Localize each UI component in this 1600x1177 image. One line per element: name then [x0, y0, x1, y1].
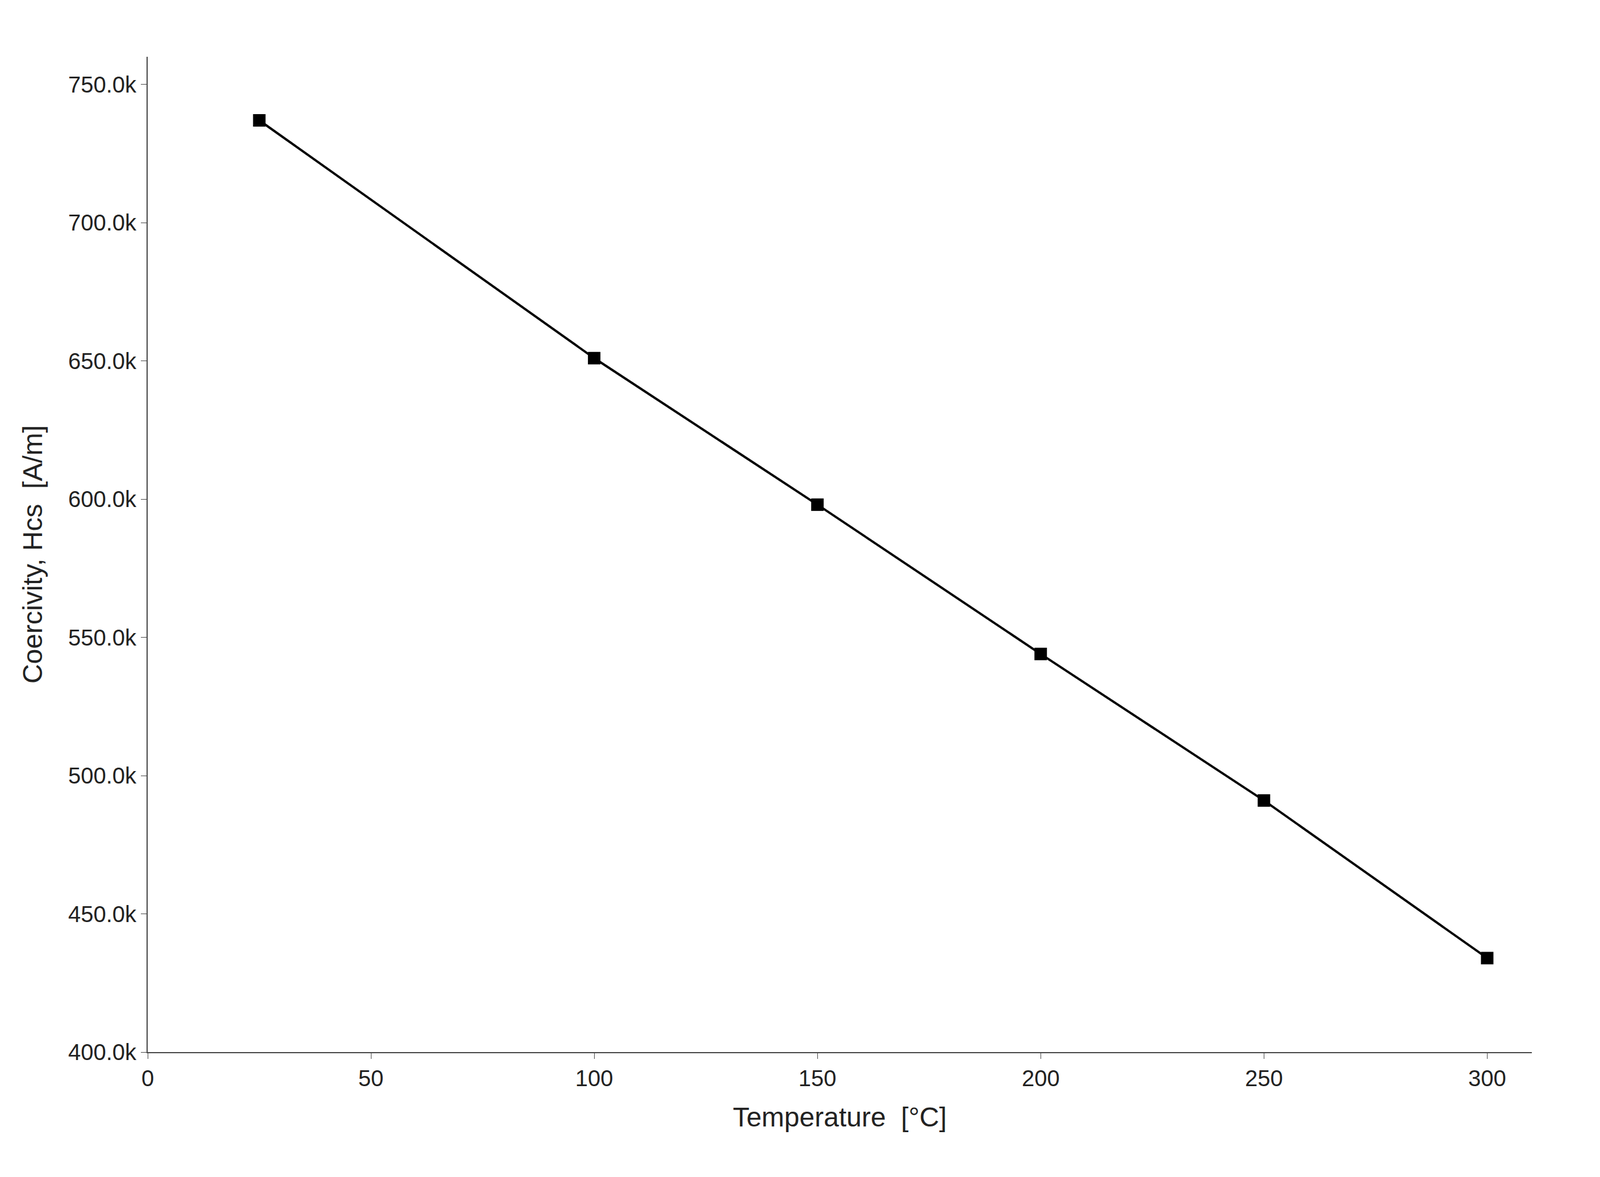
svg-text:0: 0: [141, 1066, 154, 1092]
svg-text:600.0k: 600.0k: [68, 486, 137, 512]
svg-text:Temperature [°C]: Temperature [°C]: [732, 1102, 947, 1133]
svg-text:450.0k: 450.0k: [68, 901, 137, 927]
svg-text:500.0k: 500.0k: [68, 763, 137, 789]
svg-text:250: 250: [1245, 1066, 1284, 1092]
svg-text:150: 150: [798, 1066, 837, 1092]
svg-text:650.0k: 650.0k: [68, 348, 137, 374]
svg-text:700.0k: 700.0k: [68, 210, 137, 236]
svg-text:400.0k: 400.0k: [68, 1039, 137, 1065]
svg-text:750.0k: 750.0k: [68, 72, 137, 98]
svg-text:Coercivity, Hcs [A/m]: Coercivity, Hcs [A/m]: [17, 425, 48, 684]
svg-text:100: 100: [575, 1066, 614, 1092]
svg-text:300: 300: [1468, 1066, 1507, 1092]
svg-text:50: 50: [358, 1066, 384, 1092]
svg-text:550.0k: 550.0k: [68, 625, 137, 651]
svg-text:200: 200: [1021, 1066, 1060, 1092]
